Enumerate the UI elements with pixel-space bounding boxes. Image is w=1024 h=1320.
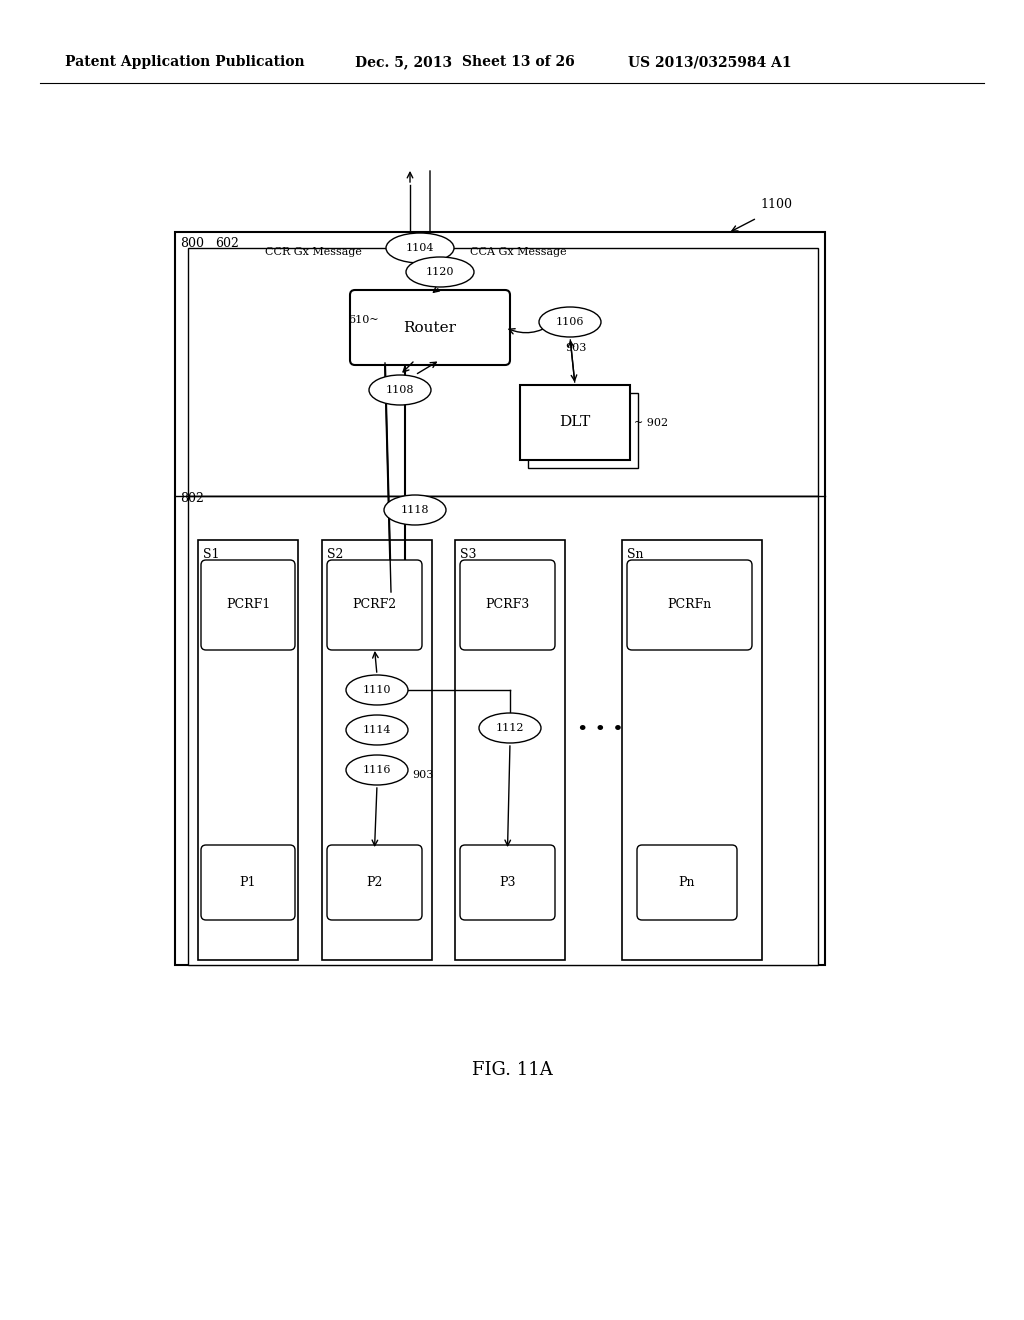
FancyBboxPatch shape bbox=[201, 560, 295, 649]
Text: 903: 903 bbox=[565, 343, 587, 352]
Ellipse shape bbox=[539, 308, 601, 337]
FancyBboxPatch shape bbox=[622, 540, 762, 960]
Text: 1116: 1116 bbox=[362, 766, 391, 775]
Text: P2: P2 bbox=[367, 876, 383, 888]
FancyBboxPatch shape bbox=[460, 560, 555, 649]
Text: 1112: 1112 bbox=[496, 723, 524, 733]
Text: Patent Application Publication: Patent Application Publication bbox=[65, 55, 304, 69]
Ellipse shape bbox=[386, 234, 454, 263]
FancyBboxPatch shape bbox=[637, 845, 737, 920]
Text: Sheet 13 of 26: Sheet 13 of 26 bbox=[462, 55, 574, 69]
FancyBboxPatch shape bbox=[201, 845, 295, 920]
Text: ~ 902: ~ 902 bbox=[634, 417, 668, 428]
Text: P3: P3 bbox=[500, 876, 516, 888]
Ellipse shape bbox=[346, 675, 408, 705]
Text: PCRF2: PCRF2 bbox=[352, 598, 396, 611]
Text: • • •: • • • bbox=[577, 721, 624, 739]
Text: Pn: Pn bbox=[679, 876, 695, 888]
Text: S3: S3 bbox=[460, 548, 476, 561]
Ellipse shape bbox=[369, 375, 431, 405]
Text: P1: P1 bbox=[240, 876, 256, 888]
FancyBboxPatch shape bbox=[350, 290, 510, 366]
Text: S1: S1 bbox=[203, 548, 219, 561]
FancyBboxPatch shape bbox=[322, 540, 432, 960]
Text: Router: Router bbox=[403, 321, 457, 334]
FancyBboxPatch shape bbox=[198, 540, 298, 960]
Text: 800: 800 bbox=[180, 238, 204, 249]
FancyBboxPatch shape bbox=[188, 496, 818, 965]
Text: 1104: 1104 bbox=[406, 243, 434, 253]
Text: Dec. 5, 2013: Dec. 5, 2013 bbox=[355, 55, 453, 69]
Text: 1118: 1118 bbox=[400, 506, 429, 515]
Ellipse shape bbox=[406, 257, 474, 286]
Ellipse shape bbox=[479, 713, 541, 743]
Text: PCRF1: PCRF1 bbox=[226, 598, 270, 611]
Text: 1114: 1114 bbox=[362, 725, 391, 735]
Text: PCRFn: PCRFn bbox=[668, 598, 712, 611]
Text: 1120: 1120 bbox=[426, 267, 455, 277]
Text: 1106: 1106 bbox=[556, 317, 585, 327]
FancyBboxPatch shape bbox=[528, 393, 638, 469]
Text: S2: S2 bbox=[327, 548, 343, 561]
Text: FIG. 11A: FIG. 11A bbox=[472, 1061, 552, 1078]
Text: CCA Gx Message: CCA Gx Message bbox=[470, 247, 566, 257]
Ellipse shape bbox=[346, 715, 408, 744]
Text: 602: 602 bbox=[215, 238, 239, 249]
Text: 1100: 1100 bbox=[760, 198, 792, 211]
FancyBboxPatch shape bbox=[188, 248, 818, 496]
Text: PCRF3: PCRF3 bbox=[485, 598, 529, 611]
Text: US 2013/0325984 A1: US 2013/0325984 A1 bbox=[628, 55, 792, 69]
Text: 1110: 1110 bbox=[362, 685, 391, 696]
Text: 802: 802 bbox=[180, 491, 204, 504]
Text: CCR Gx Message: CCR Gx Message bbox=[265, 247, 361, 257]
FancyBboxPatch shape bbox=[455, 540, 565, 960]
FancyBboxPatch shape bbox=[327, 845, 422, 920]
Text: 610~: 610~ bbox=[348, 315, 379, 325]
Ellipse shape bbox=[384, 495, 446, 525]
Ellipse shape bbox=[346, 755, 408, 785]
FancyBboxPatch shape bbox=[460, 845, 555, 920]
Text: Sn: Sn bbox=[627, 548, 643, 561]
FancyBboxPatch shape bbox=[520, 385, 630, 459]
FancyBboxPatch shape bbox=[175, 232, 825, 965]
FancyBboxPatch shape bbox=[627, 560, 752, 649]
Text: DLT: DLT bbox=[559, 416, 591, 429]
FancyBboxPatch shape bbox=[327, 560, 422, 649]
Text: 903: 903 bbox=[412, 770, 433, 780]
Text: 1108: 1108 bbox=[386, 385, 415, 395]
